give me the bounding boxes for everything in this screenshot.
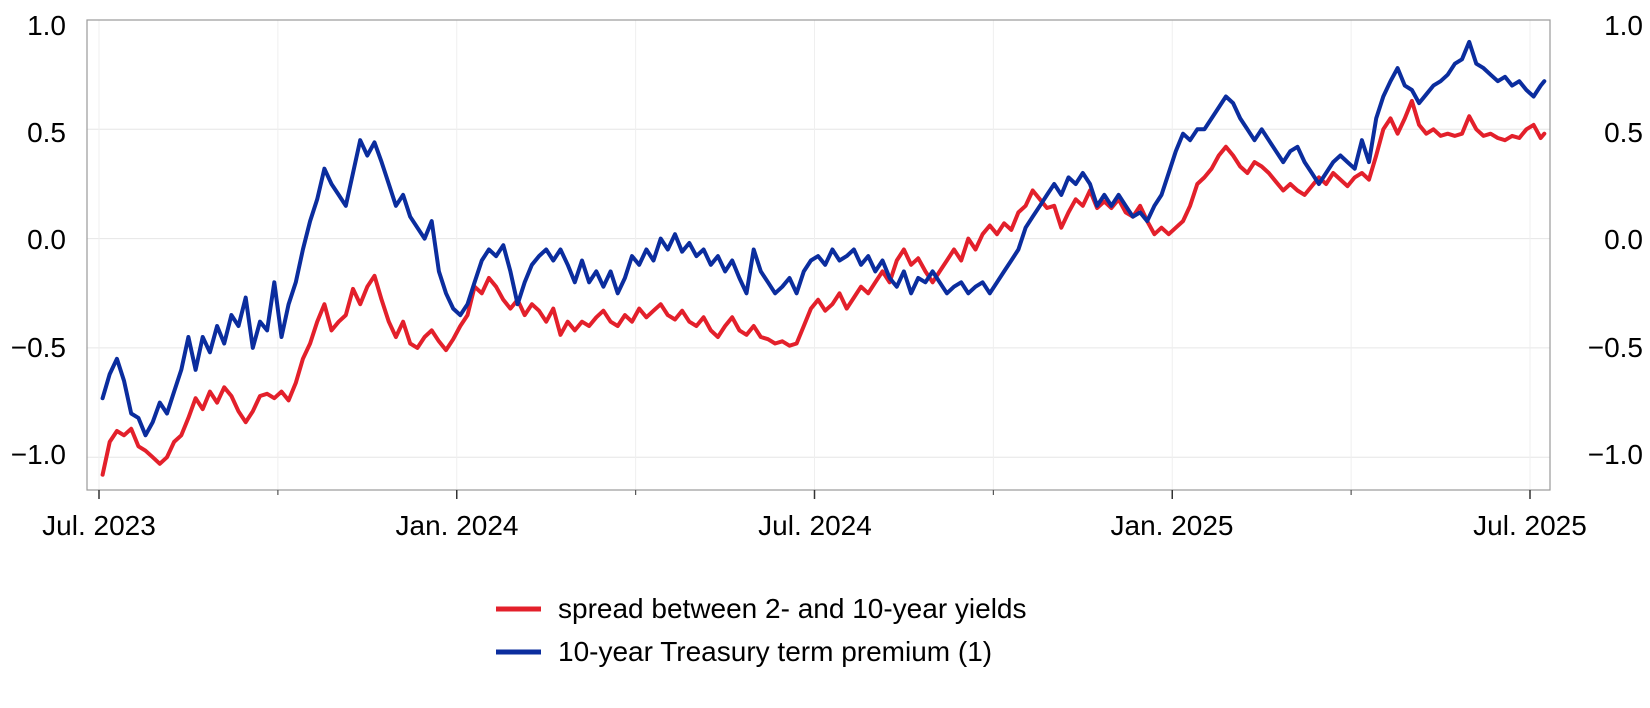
y-tick-label-right: −0.5 [1588,332,1643,363]
y-axis-right: 1.0 0.5 0.0 −0.5 −1.0 [1588,10,1643,470]
x-axis: Jul. 2023 Jan. 2024 Jul. 2024 Jan. 2025 … [42,510,1587,541]
series-layer [100,39,1547,477]
series-line-term-premium [100,39,1547,438]
y-tick-label-left: 1.0 [27,10,66,41]
y-tick-label-left: −1.0 [11,439,66,470]
legend-label-spread: spread between 2- and 10-year yields [558,593,1027,624]
y-tick-label-left: −0.5 [11,332,66,363]
y-tick-label-right: 0.5 [1604,117,1643,148]
plot-frame [86,19,1551,491]
legend-label-term-premium: 10-year Treasury term premium (1) [558,636,992,667]
series-line-spread [100,98,1547,477]
grid-lines [87,19,1550,490]
x-tick-label: Jul. 2025 [1473,510,1587,541]
y-tick-label-left: 0.0 [27,224,66,255]
y-tick-label-right: 1.0 [1604,10,1643,41]
y-tick-label-right: −1.0 [1588,439,1643,470]
y-tick-label-right: 0.0 [1604,224,1643,255]
x-tick-label: Jan. 2025 [1111,510,1234,541]
axis-ticks [98,490,1531,499]
x-tick-label: Jul. 2023 [42,510,156,541]
legend: spread between 2- and 10-year yields 10-… [496,593,1027,667]
y-tick-label-left: 0.5 [27,117,66,148]
x-tick-label: Jan. 2024 [396,510,519,541]
y-axis-left: 1.0 0.5 0.0 −0.5 −1.0 [11,10,66,470]
x-tick-label: Jul. 2024 [758,510,872,541]
